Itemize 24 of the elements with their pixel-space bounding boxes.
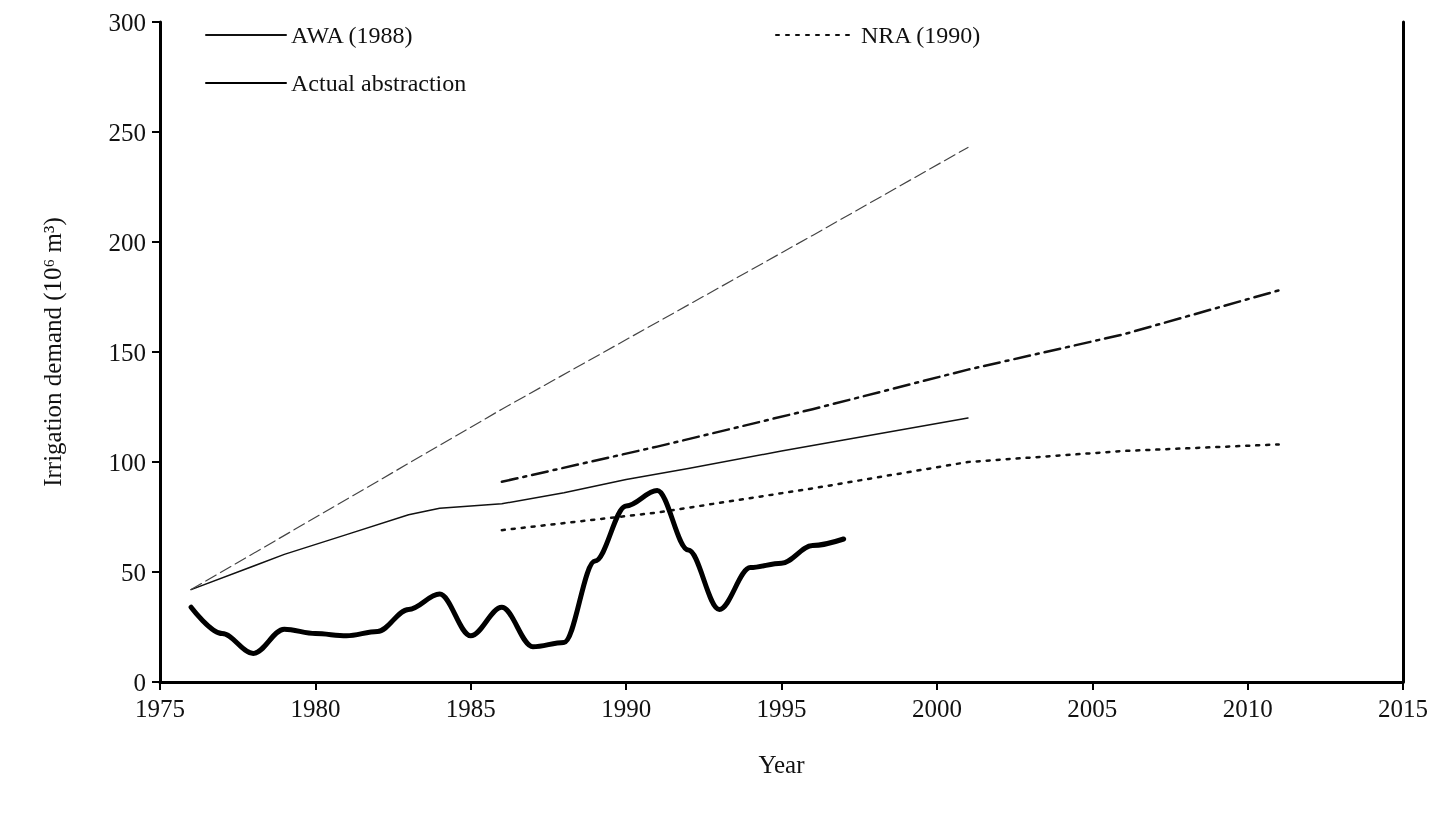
line-series [500,289,1280,484]
x-tick-label: 1980 [290,695,341,722]
line-series [500,443,1280,532]
legend-label: Actual abstraction [291,70,467,96]
y-tick-label: 50 [121,558,146,586]
y-tick-label: 150 [108,338,146,366]
line-series [190,146,969,591]
y-tick-label: 0 [133,668,146,696]
x-tick-label: 1995 [756,695,807,722]
x-tick-label: 2010 [1222,695,1273,722]
x-tick-label: 2005 [1067,695,1118,722]
y-tick-label: 200 [108,228,146,256]
x-tick-label: 1975 [135,695,185,722]
y-tick-label: 100 [108,448,146,476]
x-tick-label: 2015 [1378,695,1428,722]
y-tick-label: 250 [108,118,146,146]
legend-label: NRA (1990) [861,22,981,48]
legend-label: AWA (1988) [291,22,413,48]
x-tick-label: 1985 [445,695,496,722]
y-axis-title: Irrigation demand (10⁶ m³) [39,217,67,487]
x-tick-label: 1990 [601,695,652,722]
x-axis-title: Year [758,751,806,778]
x-tick-label: 2000 [911,695,962,722]
y-tick-label: 300 [108,8,146,36]
